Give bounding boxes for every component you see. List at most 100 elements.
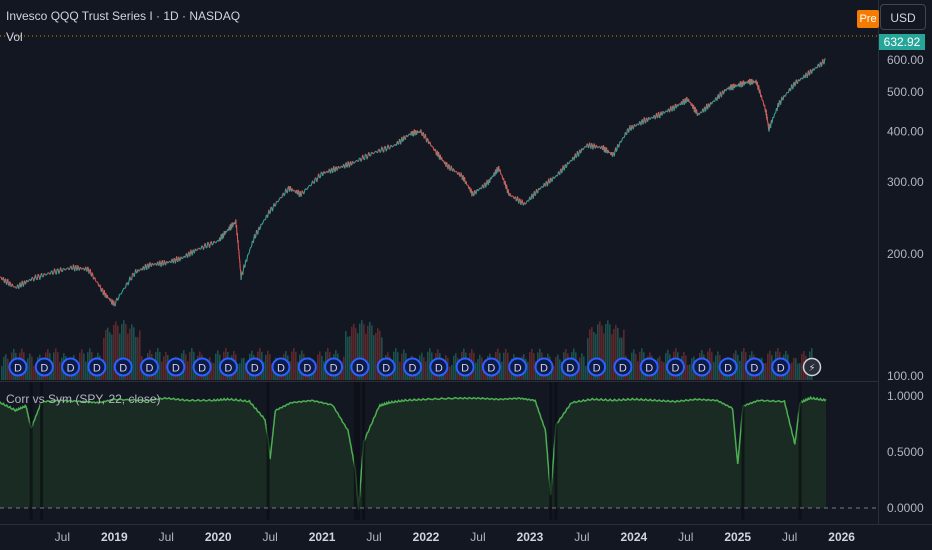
dividend-marker[interactable]: D bbox=[8, 357, 28, 377]
indicator-line bbox=[0, 395, 827, 510]
price-segment bbox=[263, 219, 266, 221]
volume-bar bbox=[7, 358, 9, 380]
dividend-marker[interactable]: D bbox=[508, 357, 528, 377]
price-segment bbox=[711, 102, 713, 105]
price-segment bbox=[362, 154, 365, 160]
dividend-marker[interactable]: D bbox=[218, 357, 238, 377]
volume-bar bbox=[795, 358, 797, 380]
price-segment bbox=[355, 159, 358, 162]
price-segment bbox=[331, 170, 334, 174]
price-series[interactable] bbox=[0, 58, 826, 307]
indicator-area-fill bbox=[0, 397, 827, 510]
price-segment bbox=[252, 237, 255, 243]
price-segment bbox=[698, 112, 701, 115]
price-segment bbox=[179, 258, 182, 262]
session-badge[interactable]: Pre bbox=[857, 10, 879, 28]
price-segment bbox=[328, 168, 331, 172]
volume-bar bbox=[713, 361, 715, 380]
dividend-marker-letter: D bbox=[750, 363, 758, 375]
dividend-marker[interactable]: D bbox=[771, 357, 791, 377]
price-axis[interactable]: 600.00 500.00 400.00 300.00 200.00 100.00 bbox=[887, 53, 924, 383]
price-segment bbox=[707, 103, 709, 110]
dividend-marker[interactable]: D bbox=[613, 357, 633, 377]
low-corr-band bbox=[362, 382, 366, 520]
split-marker-circle[interactable] bbox=[802, 357, 822, 377]
dividend-marker[interactable]: D bbox=[140, 357, 159, 377]
price-segment bbox=[28, 279, 30, 282]
price-segment bbox=[673, 107, 676, 111]
price-segment bbox=[799, 78, 802, 81]
time-tick-label: 2024 bbox=[620, 530, 647, 544]
price-segment bbox=[706, 103, 708, 108]
dividend-marker[interactable]: D bbox=[403, 357, 422, 377]
dividend-marker-circle bbox=[271, 357, 291, 377]
volume-legend-label[interactable]: Vol bbox=[6, 30, 23, 44]
price-segment bbox=[157, 261, 159, 266]
dividend-marker[interactable]: D bbox=[324, 357, 344, 377]
volume-bar bbox=[551, 366, 553, 380]
dividend-marker[interactable]: D bbox=[61, 357, 81, 377]
price-segment bbox=[52, 272, 55, 275]
dividend-marker[interactable]: D bbox=[192, 357, 212, 377]
indicator-legend-label[interactable]: Corr vs Sym (SPY, 22, close) bbox=[6, 392, 161, 406]
price-segment bbox=[483, 183, 486, 189]
price-segment bbox=[659, 113, 661, 119]
price-segment bbox=[682, 98, 685, 102]
dividend-marker[interactable]: D bbox=[587, 357, 607, 377]
indicator-pane[interactable] bbox=[0, 382, 878, 520]
dividend-marker[interactable]: D bbox=[350, 357, 370, 377]
dividend-marker-letter: D bbox=[777, 363, 785, 375]
price-segment bbox=[184, 256, 187, 258]
indicator-axis[interactable]: 1.0000 0.5000 0.0000 bbox=[887, 389, 924, 515]
low-corr-band bbox=[40, 382, 44, 520]
dividend-marker[interactable]: D bbox=[429, 357, 449, 377]
dividend-marker[interactable]: D bbox=[34, 357, 54, 377]
price-segment bbox=[589, 142, 591, 148]
price-segment bbox=[207, 241, 210, 245]
dividend-marker[interactable]: D bbox=[666, 357, 685, 377]
time-axis[interactable]: Jul 2019 Jul 2020 Jul 2021 Jul 2022 Jul 2023 Jul 20… bbox=[0, 524, 932, 550]
price-segment bbox=[681, 103, 684, 106]
price-segment bbox=[426, 137, 429, 140]
price-segment bbox=[554, 175, 557, 178]
dividend-marker[interactable]: D bbox=[560, 357, 580, 377]
dividend-marker[interactable]: D bbox=[245, 357, 265, 377]
volume-bar bbox=[319, 351, 321, 380]
dividend-marker[interactable]: D bbox=[297, 357, 317, 377]
price-segment bbox=[702, 108, 704, 111]
dividend-marker[interactable]: D bbox=[455, 357, 475, 377]
volume-bar bbox=[191, 348, 193, 380]
dividend-marker[interactable]: D bbox=[166, 357, 186, 377]
price-segment bbox=[552, 176, 555, 179]
price-segment bbox=[624, 132, 627, 135]
dividend-marker[interactable]: D bbox=[534, 357, 554, 377]
price-segment bbox=[686, 96, 688, 100]
price-segment bbox=[248, 248, 251, 252]
price-segment bbox=[639, 120, 641, 124]
dividend-marker[interactable]: D bbox=[113, 357, 133, 377]
price-segment bbox=[782, 95, 785, 100]
price-segment bbox=[77, 265, 80, 269]
dividend-marker[interactable]: D bbox=[376, 357, 396, 377]
dividend-marker[interactable]: D bbox=[271, 357, 291, 377]
price-segment bbox=[823, 58, 826, 65]
dividend-marker[interactable]: D bbox=[639, 357, 659, 377]
dividend-marker[interactable]: D bbox=[718, 357, 738, 377]
volume-bar bbox=[343, 356, 345, 380]
dividend-marker[interactable]: D bbox=[87, 357, 107, 377]
low-corr-band bbox=[798, 382, 802, 520]
dividend-marker[interactable]: D bbox=[744, 357, 764, 377]
price-segment bbox=[81, 268, 83, 270]
symbol-title[interactable]: Invesco QQQ Trust Series I · 1D · NASDAQ bbox=[6, 9, 241, 23]
price-segment bbox=[300, 195, 302, 198]
currency-button[interactable]: USD bbox=[880, 4, 926, 30]
price-segment bbox=[524, 203, 527, 205]
price-segment bbox=[118, 294, 121, 299]
price-segment bbox=[54, 268, 56, 273]
price-segment bbox=[534, 194, 537, 197]
dividend-marker-letter: D bbox=[198, 363, 206, 375]
dividend-marker[interactable]: D bbox=[692, 357, 712, 377]
dividend-markers[interactable]: D D D D D D D D D D D D D D D D D D D D D D D D D D D D D D ⚡ bbox=[8, 357, 822, 377]
dividend-marker[interactable]: D bbox=[481, 357, 501, 377]
